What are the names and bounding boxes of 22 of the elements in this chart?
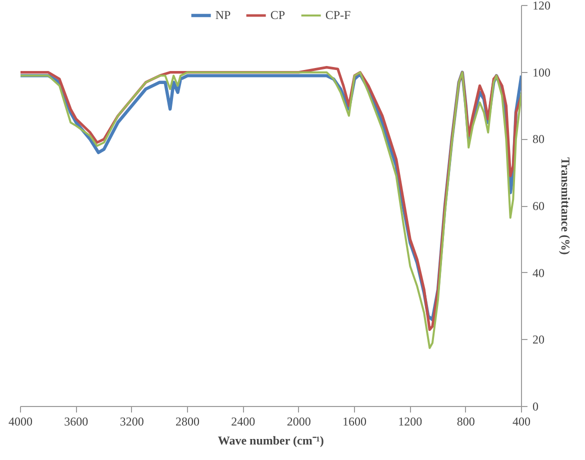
x-tick-label: 2000 <box>286 414 311 428</box>
legend-label: CP-F <box>325 8 351 22</box>
y2-tick-label: 0 <box>532 400 538 414</box>
y2-tick-label: 60 <box>532 199 544 213</box>
y2-tick-label: 100 <box>532 65 550 80</box>
x-tick-label: 800 <box>456 414 475 428</box>
x-tick-label: 2800 <box>176 414 200 428</box>
legend-label: CP <box>270 8 286 22</box>
x-tick-label: 400 <box>512 414 530 428</box>
legend-label: NP <box>215 8 232 22</box>
x-tick-label: 1200 <box>398 414 422 428</box>
x-tick-label: 3200 <box>120 414 144 428</box>
x-axis-title: Wave number (cm⁻¹) <box>218 434 324 448</box>
y2-tick-label: 20 <box>532 332 544 347</box>
x-tick-label: 3600 <box>64 414 88 428</box>
x-tick-label: 4000 <box>8 414 32 428</box>
y2-tick-label: 120 <box>532 0 550 12</box>
y2-tick-label: 40 <box>532 266 544 280</box>
y2-tick-label: 80 <box>532 132 544 146</box>
x-tick-label: 2400 <box>231 414 256 428</box>
y2-axis-title: Transmittance (%) <box>558 157 572 255</box>
x-tick-label: 1600 <box>342 414 366 428</box>
